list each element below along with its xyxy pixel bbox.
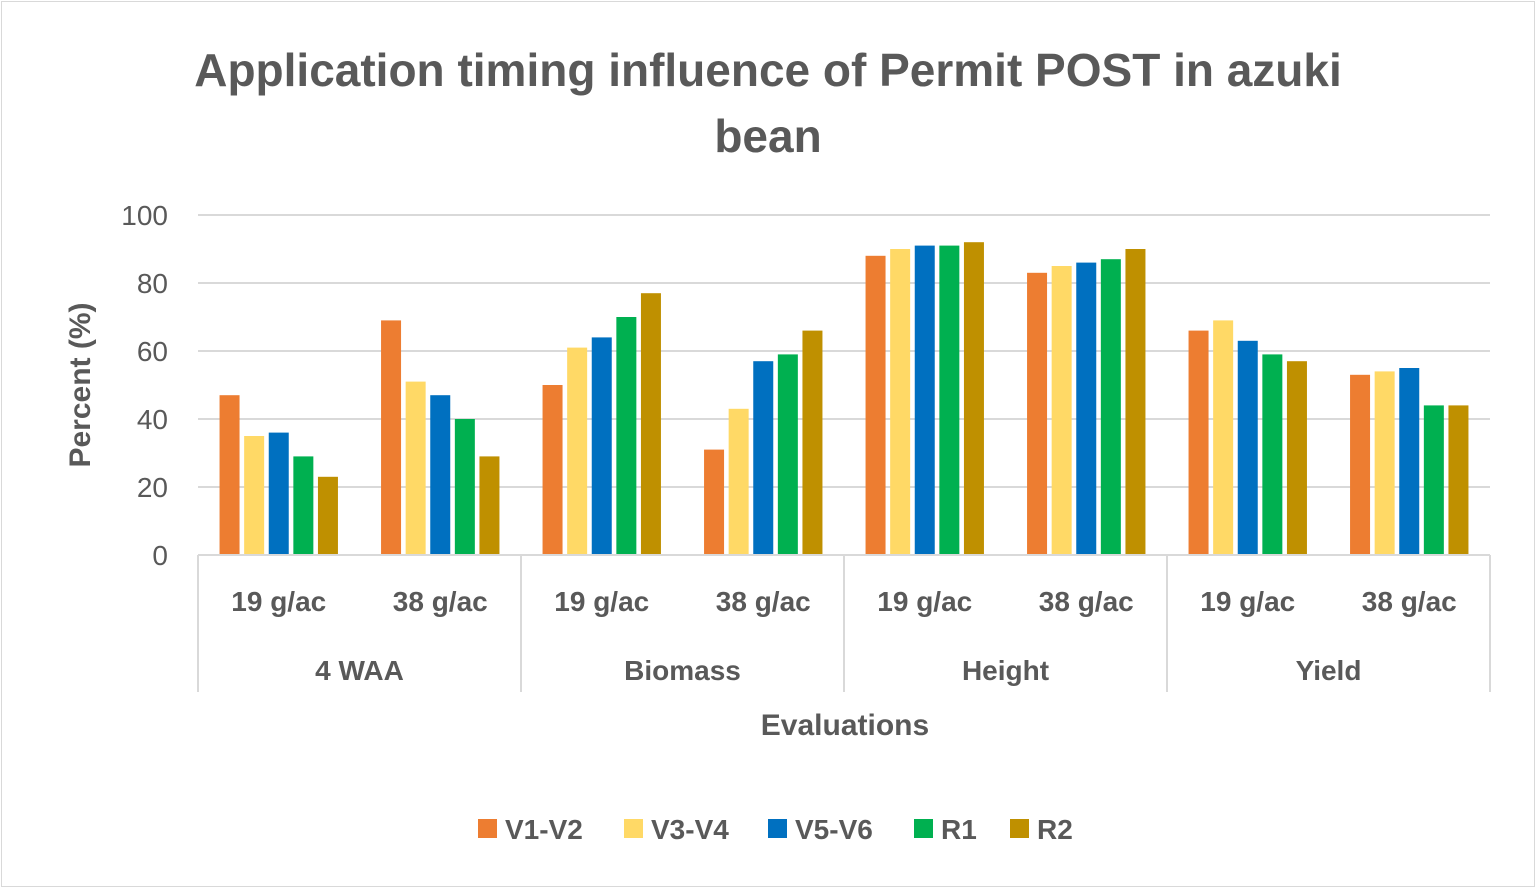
x-category-label: 38 g/ac <box>1362 586 1457 617</box>
y-tick-label: 40 <box>137 404 168 435</box>
bar-R2 <box>802 330 823 555</box>
bar-R2 <box>317 476 338 555</box>
legend-label: V1-V2 <box>505 814 583 845</box>
bar-V5-V6 <box>430 395 451 555</box>
x-category-label: 19 g/ac <box>231 586 326 617</box>
bar-V1-V2 <box>1188 330 1209 555</box>
bar-V1-V2 <box>381 320 402 555</box>
bar-R1 <box>616 317 637 555</box>
legend-swatch <box>768 819 787 838</box>
bar-V1-V2 <box>865 255 886 556</box>
x-group-label: 4 WAA <box>315 655 404 686</box>
chart-title-line-1: Application timing influence of Permit P… <box>194 44 1342 96</box>
x-axis-label: Evaluations <box>761 709 929 742</box>
bar-R2 <box>1448 405 1469 555</box>
y-tick-label: 80 <box>137 268 168 299</box>
bar-R1 <box>777 354 798 555</box>
bar-V3-V4 <box>405 381 426 555</box>
y-tick-label: 60 <box>137 336 168 367</box>
bar-V3-V4 <box>1374 371 1395 555</box>
bar-R1 <box>939 245 960 555</box>
y-tick-label: 20 <box>137 472 168 503</box>
legend-swatch <box>914 819 933 838</box>
chart-title-line-2: bean <box>714 110 821 162</box>
bar-V5-V6 <box>1399 368 1420 555</box>
bar-V5-V6 <box>1237 340 1258 555</box>
bar-V3-V4 <box>567 347 588 555</box>
legend-label: R1 <box>941 814 977 845</box>
bar-V3-V4 <box>1213 320 1234 555</box>
bar-R2 <box>1125 249 1146 555</box>
x-category-label: 19 g/ac <box>554 586 649 617</box>
x-category-label: 19 g/ac <box>1200 586 1295 617</box>
legend-label: V5-V6 <box>795 814 873 845</box>
bar-V5-V6 <box>591 337 612 555</box>
bar-V3-V4 <box>728 408 749 555</box>
x-group-label: Yield <box>1296 655 1362 686</box>
bar-V5-V6 <box>268 432 289 555</box>
bar-V1-V2 <box>1027 272 1048 555</box>
bar-R1 <box>454 419 475 555</box>
bar-V3-V4 <box>1051 266 1072 555</box>
bar-R2 <box>479 456 500 555</box>
legend-swatch <box>624 819 643 838</box>
x-category-label: 38 g/ac <box>716 586 811 617</box>
legend-swatch <box>478 819 497 838</box>
bar-V1-V2 <box>542 385 563 555</box>
bar-V3-V4 <box>890 249 911 555</box>
bar-V1-V2 <box>1350 374 1371 555</box>
x-category-label: 19 g/ac <box>877 586 972 617</box>
bar-R1 <box>1100 259 1121 555</box>
bar-V1-V2 <box>219 395 240 555</box>
legend-swatch <box>1010 819 1029 838</box>
y-tick-label: 0 <box>152 540 168 571</box>
bar-R2 <box>1286 361 1307 555</box>
bar-R2 <box>963 242 984 555</box>
bar-V5-V6 <box>1076 262 1097 555</box>
y-axis-label: Percent (%) <box>64 302 97 467</box>
legend-label: V3-V4 <box>651 814 729 845</box>
bar-R1 <box>1262 354 1283 555</box>
bar-R1 <box>1423 405 1444 555</box>
y-tick-label: 100 <box>121 200 168 231</box>
bar-V3-V4 <box>244 436 265 555</box>
x-category-label: 38 g/ac <box>1039 586 1134 617</box>
bar-V1-V2 <box>704 449 725 555</box>
legend-label: R2 <box>1037 814 1073 845</box>
bar-R1 <box>293 456 314 555</box>
x-group-label: Height <box>962 655 1049 686</box>
bar-V5-V6 <box>914 245 935 555</box>
x-category-label: 38 g/ac <box>393 586 488 617</box>
x-group-label: Biomass <box>624 655 741 686</box>
bar-V5-V6 <box>753 361 774 555</box>
bar-R2 <box>640 293 661 555</box>
